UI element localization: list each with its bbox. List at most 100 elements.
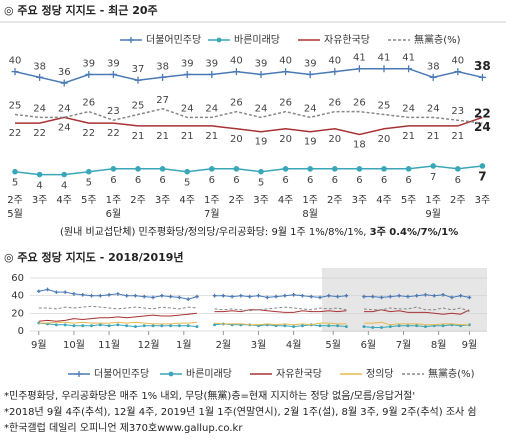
marker	[282, 166, 289, 172]
marker	[159, 166, 166, 172]
marker	[151, 295, 155, 300]
marker	[195, 294, 199, 299]
marker	[195, 325, 199, 329]
data-label: 7	[478, 169, 486, 183]
series-line	[15, 116, 483, 136]
data-label: 40	[328, 56, 341, 67]
marker	[432, 293, 437, 298]
marker	[124, 293, 129, 298]
data-label: 26	[230, 98, 243, 109]
data-label: 19	[304, 137, 317, 148]
marker	[116, 292, 120, 296]
marker	[423, 292, 428, 297]
data-label: 41	[378, 53, 391, 64]
marker	[344, 325, 348, 329]
data-label: 40	[9, 56, 22, 67]
x-tick-label: 3월	[251, 339, 267, 351]
x-tick-label: 1주	[302, 195, 318, 206]
marker	[283, 324, 287, 328]
marker	[406, 324, 410, 328]
marker	[291, 292, 296, 297]
marker	[300, 293, 305, 298]
bottom-title: ◎ 주요 정당 지지도 - 2018/2019년	[4, 250, 184, 264]
data-label: 21	[402, 131, 415, 142]
x-tick-label: 3주	[155, 195, 171, 206]
data-label: 25	[9, 101, 22, 112]
legend-label: 바른미래당	[186, 368, 232, 380]
series-line	[14, 165, 483, 176]
marker	[54, 290, 59, 294]
marker	[183, 70, 191, 78]
marker	[142, 324, 146, 328]
marker	[133, 293, 138, 298]
marker	[54, 323, 58, 327]
x-tick-label: 2주	[450, 195, 466, 206]
data-label: 24	[181, 103, 194, 114]
legend-label: 자유한국당	[276, 368, 322, 380]
marker	[125, 324, 129, 328]
marker	[388, 325, 392, 329]
legend-label: 정의당	[366, 368, 394, 380]
series-line	[14, 67, 483, 84]
data-label: 5	[258, 178, 264, 189]
y-tick-label: 0	[18, 326, 24, 337]
marker	[36, 289, 41, 294]
data-label: 22	[9, 128, 22, 139]
data-label: 5	[86, 178, 92, 189]
data-label: 24	[58, 122, 71, 133]
data-label: 26	[353, 98, 366, 109]
marker	[233, 166, 240, 172]
series-line	[38, 321, 470, 326]
marker	[307, 166, 314, 172]
marker	[213, 323, 216, 327]
marker	[36, 171, 43, 178]
data-label: 6	[356, 175, 362, 186]
marker	[12, 168, 18, 175]
y-tick-label: 60	[11, 273, 24, 284]
marker	[134, 76, 142, 84]
marker	[388, 294, 393, 299]
x-tick-label: 2월	[216, 339, 232, 351]
marker	[380, 65, 388, 73]
data-label: 40	[230, 56, 243, 67]
x-tick-label: 12월	[138, 339, 160, 351]
note-text: (원내 비교섭단체) 민주평화당/정의당/우리공화당: 9월 1주 1%/8%/…	[60, 226, 370, 238]
marker	[414, 293, 419, 298]
y-tick-label: 40	[11, 291, 24, 302]
data-label: 24	[402, 103, 415, 114]
x-tick-label: 10월	[63, 339, 85, 351]
x-tick-label: 6월	[361, 339, 377, 351]
marker	[318, 324, 322, 328]
legend-label: 더불어민주당	[146, 34, 201, 46]
x-tick-label: 4주	[56, 195, 72, 206]
data-label: 24	[58, 103, 71, 114]
marker	[309, 294, 314, 299]
marker	[72, 292, 76, 296]
marker	[327, 293, 331, 298]
data-label: 39	[255, 58, 268, 69]
data-label: 21	[132, 131, 145, 142]
x-tick-label: 4월	[286, 339, 302, 351]
data-label: 7	[430, 172, 436, 183]
x-tick-label: 4주	[179, 195, 195, 206]
data-label: 23	[107, 106, 120, 117]
marker	[107, 292, 111, 297]
data-label: 26	[279, 98, 292, 109]
marker	[107, 324, 111, 328]
data-label: 22	[107, 128, 120, 139]
marker	[239, 293, 243, 298]
marker	[151, 324, 155, 328]
marker	[301, 324, 304, 328]
x-tick-label: 8월	[431, 339, 447, 351]
data-label: 24	[205, 103, 218, 114]
marker	[283, 293, 287, 298]
marker	[258, 168, 264, 175]
data-label: 38	[33, 61, 46, 72]
marker	[327, 324, 331, 328]
data-label: 6	[307, 175, 313, 186]
data-label: 21	[427, 131, 440, 142]
data-label: 24	[255, 103, 268, 114]
data-label: 4	[36, 181, 42, 192]
marker	[177, 295, 182, 300]
